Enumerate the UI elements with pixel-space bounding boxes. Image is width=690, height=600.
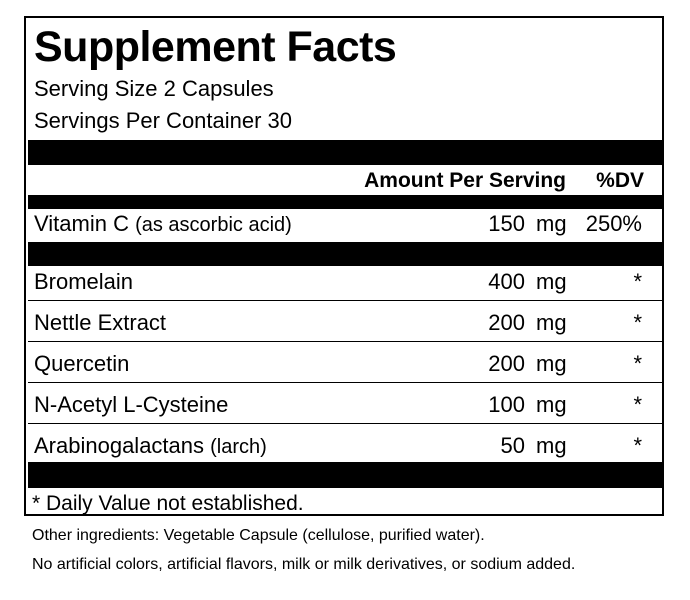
ingredient-name: Quercetin: [34, 351, 130, 376]
thick-divider-top: [28, 140, 662, 165]
servings-per-container: Servings Per Container 30: [34, 108, 293, 133]
ingredient-name: Nettle Extract: [34, 310, 167, 335]
nutrient-name: Vitamin C (as ascorbic acid): [34, 211, 292, 236]
nutrient-dv: 250%: [585, 211, 642, 236]
ingredient-unit: mg: [536, 269, 567, 294]
other-ingredients: Other ingredients: Vegetable Capsule (ce…: [32, 527, 485, 544]
ingredient-name: Arabinogalactans (larch): [34, 433, 267, 458]
vitamin-row: Vitamin C (as ascorbic acid) 150 mg 250%: [26, 204, 662, 244]
ingredient-amount: 50: [500, 433, 525, 458]
header-daily-value: %DV: [596, 169, 644, 192]
ingredient-amount: 200: [488, 351, 525, 376]
ingredient-name: N-Acetyl L-Cysteine: [34, 392, 229, 417]
ingredient-dv: *: [633, 433, 642, 458]
thick-divider-bottom: [28, 462, 662, 488]
ingredient-unit: mg: [536, 351, 567, 376]
ingredient-unit: mg: [536, 392, 567, 417]
ingredient-row: Arabinogalactans (larch) 50 mg *: [26, 426, 662, 466]
ingredient-amount: 400: [488, 269, 525, 294]
ingredient-amount: 200: [488, 310, 525, 335]
row-divider: [28, 300, 662, 301]
additives-notice: No artificial colors, artificial flavors…: [32, 556, 576, 573]
panel-title: Supplement Facts: [34, 23, 397, 71]
daily-value-footnote: * Daily Value not established.: [32, 492, 304, 515]
row-divider: [28, 382, 662, 383]
row-divider: [28, 423, 662, 424]
row-divider: [28, 341, 662, 342]
ingredient-amount: 100: [488, 392, 525, 417]
ingredient-dv: *: [633, 269, 642, 294]
ingredient-row: Nettle Extract 200 mg *: [26, 303, 662, 343]
nutrient-amount: 150: [488, 211, 525, 236]
serving-size: Serving Size 2 Capsules: [34, 76, 274, 101]
thick-divider-middle: [28, 242, 662, 266]
ingredient-row: N-Acetyl L-Cysteine 100 mg *: [26, 385, 662, 425]
ingredient-dv: *: [633, 310, 642, 335]
ingredient-dv: *: [633, 351, 642, 376]
ingredient-unit: mg: [536, 310, 567, 335]
supplement-facts-panel: Supplement Facts Serving Size 2 Capsules…: [24, 16, 664, 516]
ingredient-row: Bromelain 400 mg *: [26, 262, 662, 302]
medium-divider: [28, 195, 662, 209]
ingredient-name: Bromelain: [34, 269, 134, 294]
ingredient-dv: *: [633, 392, 642, 417]
ingredient-unit: mg: [536, 433, 567, 458]
ingredient-row: Quercetin 200 mg *: [26, 344, 662, 384]
column-header-row: Amount Per Serving %DV: [26, 166, 662, 194]
nutrient-unit: mg: [536, 211, 567, 236]
header-amount-per-serving: Amount Per Serving: [364, 169, 566, 192]
